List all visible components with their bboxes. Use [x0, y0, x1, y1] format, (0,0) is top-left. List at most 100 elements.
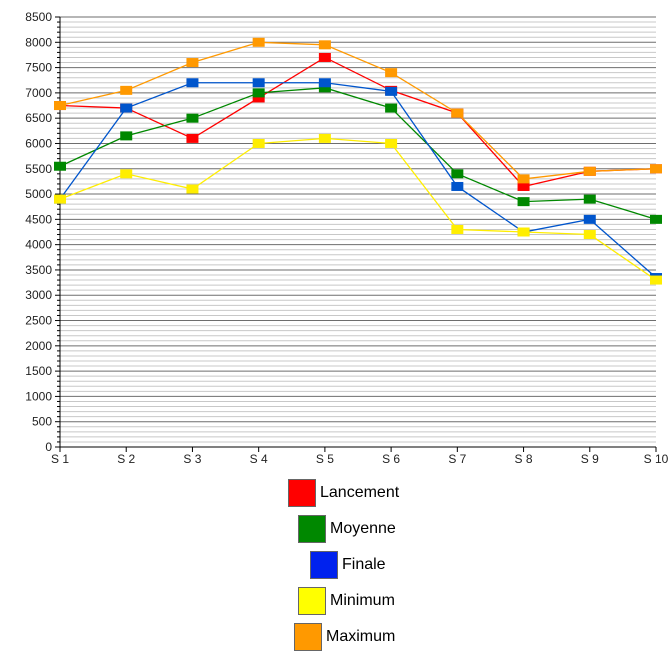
- legend-label: Maximum: [326, 628, 396, 645]
- data-point-minimum: [385, 138, 398, 148]
- x-axis-ticks: S 1 S 2 S 3 S 4 S 5 S 6 S 7 S 8 S 9 S 10: [51, 447, 669, 466]
- y-tick-label: 4000: [25, 238, 52, 252]
- data-point-finale: [186, 78, 199, 88]
- data-point-minimum: [583, 230, 596, 240]
- data-point-moyenne: [252, 88, 265, 98]
- data-point-maximum: [451, 108, 464, 118]
- y-tick-label: 6000: [25, 136, 52, 150]
- series-moyenne: [54, 83, 662, 224]
- data-point-finale: [252, 78, 265, 88]
- y-tick-label: 5500: [25, 162, 52, 176]
- data-point-lancement: [318, 52, 331, 62]
- legend-swatch: [310, 551, 338, 579]
- data-point-minimum: [451, 224, 464, 234]
- x-tick-label: S 8: [515, 452, 533, 466]
- y-tick-label: 1500: [25, 364, 52, 378]
- legend-label: Minimum: [330, 592, 395, 609]
- data-point-moyenne: [120, 131, 133, 141]
- y-tick-label: 8500: [25, 10, 52, 24]
- data-point-finale: [451, 181, 464, 191]
- y-tick-label: 2000: [25, 339, 52, 353]
- y-tick-label: 1000: [25, 389, 52, 403]
- data-point-maximum: [517, 174, 530, 184]
- x-tick-label: S 3: [183, 452, 201, 466]
- series-minimum: [54, 133, 662, 285]
- y-tick-label: 5000: [25, 187, 52, 201]
- data-point-maximum: [120, 85, 133, 95]
- data-point-moyenne: [186, 113, 199, 123]
- data-point-minimum: [120, 169, 133, 179]
- x-tick-label: S 5: [316, 452, 334, 466]
- data-point-minimum: [517, 227, 530, 237]
- legend-swatch: [298, 515, 326, 543]
- x-tick-label: S 9: [581, 452, 599, 466]
- series-lancement: [54, 52, 662, 191]
- data-point-moyenne: [451, 169, 464, 179]
- chart-axes: [59, 17, 656, 448]
- x-tick-label: S 2: [117, 452, 135, 466]
- data-point-moyenne: [318, 83, 331, 93]
- y-tick-label: 3500: [25, 263, 52, 277]
- line-chart: 0 500 1000 1500 2000 2500 3000 3500 4000 4500 5000…: [25, 10, 669, 466]
- x-tick-label: S 10: [644, 452, 669, 466]
- series-finale: [54, 78, 662, 283]
- y-tick-label: 8000: [25, 35, 52, 49]
- y-tick-label: 0: [45, 440, 52, 454]
- data-point-lancement: [517, 181, 530, 191]
- data-point-moyenne: [517, 197, 530, 207]
- y-tick-label: 4500: [25, 212, 52, 226]
- data-point-moyenne: [650, 214, 662, 224]
- data-point-moyenne: [385, 103, 398, 113]
- data-point-minimum: [252, 138, 265, 148]
- data-point-lancement: [186, 133, 199, 143]
- data-point-lancement: [252, 93, 265, 103]
- y-tick-label: 3000: [25, 288, 52, 302]
- data-point-moyenne: [583, 194, 596, 204]
- legend-item-maximum: Maximum: [294, 622, 395, 652]
- legend-label: Moyenne: [330, 520, 396, 537]
- data-point-maximum: [583, 166, 596, 176]
- data-point-finale: [318, 78, 331, 88]
- legend-item-lancement: Lancement: [288, 478, 399, 508]
- legend-swatch: [294, 623, 322, 651]
- data-point-minimum: [318, 133, 331, 143]
- y-tick-label: 7500: [25, 61, 52, 75]
- y-tick-label: 6500: [25, 111, 52, 125]
- legend-label: Finale: [342, 556, 386, 573]
- legend-swatch: [288, 479, 316, 507]
- legend-item-minimum: Minimum: [298, 586, 395, 616]
- chart-series: [54, 37, 662, 285]
- chart-gridlines: [60, 16, 656, 443]
- legend-item-moyenne: Moyenne: [298, 514, 396, 544]
- series-maximum: [54, 37, 662, 184]
- data-point-maximum: [252, 37, 265, 47]
- series-line-finale: [59, 82, 657, 279]
- x-tick-label: S 4: [250, 452, 268, 466]
- y-tick-label: 2500: [25, 314, 52, 328]
- data-point-minimum: [186, 184, 199, 194]
- data-point-maximum: [318, 40, 331, 50]
- data-point-finale: [120, 103, 133, 113]
- data-point-maximum: [54, 101, 66, 111]
- data-point-finale: [583, 214, 596, 224]
- series-line-maximum: [59, 41, 657, 180]
- data-point-maximum: [650, 164, 662, 174]
- data-point-minimum: [650, 275, 662, 285]
- legend-swatch: [298, 587, 326, 615]
- series-line-moyenne: [59, 87, 657, 220]
- y-axis-ticks: 0 500 1000 1500 2000 2500 3000 3500 4000 4500 5000…: [25, 10, 60, 454]
- x-tick-label: S 7: [448, 452, 466, 466]
- series-line-lancement: [59, 56, 657, 188]
- series-line-minimum: [59, 137, 657, 281]
- data-point-finale: [385, 86, 398, 96]
- legend-label: Lancement: [320, 484, 400, 501]
- y-tick-label: 500: [32, 415, 52, 429]
- y-tick-label: 7000: [25, 86, 52, 100]
- x-tick-label: S 6: [382, 452, 400, 466]
- data-point-moyenne: [54, 161, 66, 171]
- data-point-maximum: [186, 58, 199, 68]
- legend-item-finale: Finale: [310, 550, 386, 580]
- data-point-minimum: [54, 194, 66, 204]
- data-point-maximum: [385, 68, 398, 78]
- x-tick-label: S 1: [51, 452, 69, 466]
